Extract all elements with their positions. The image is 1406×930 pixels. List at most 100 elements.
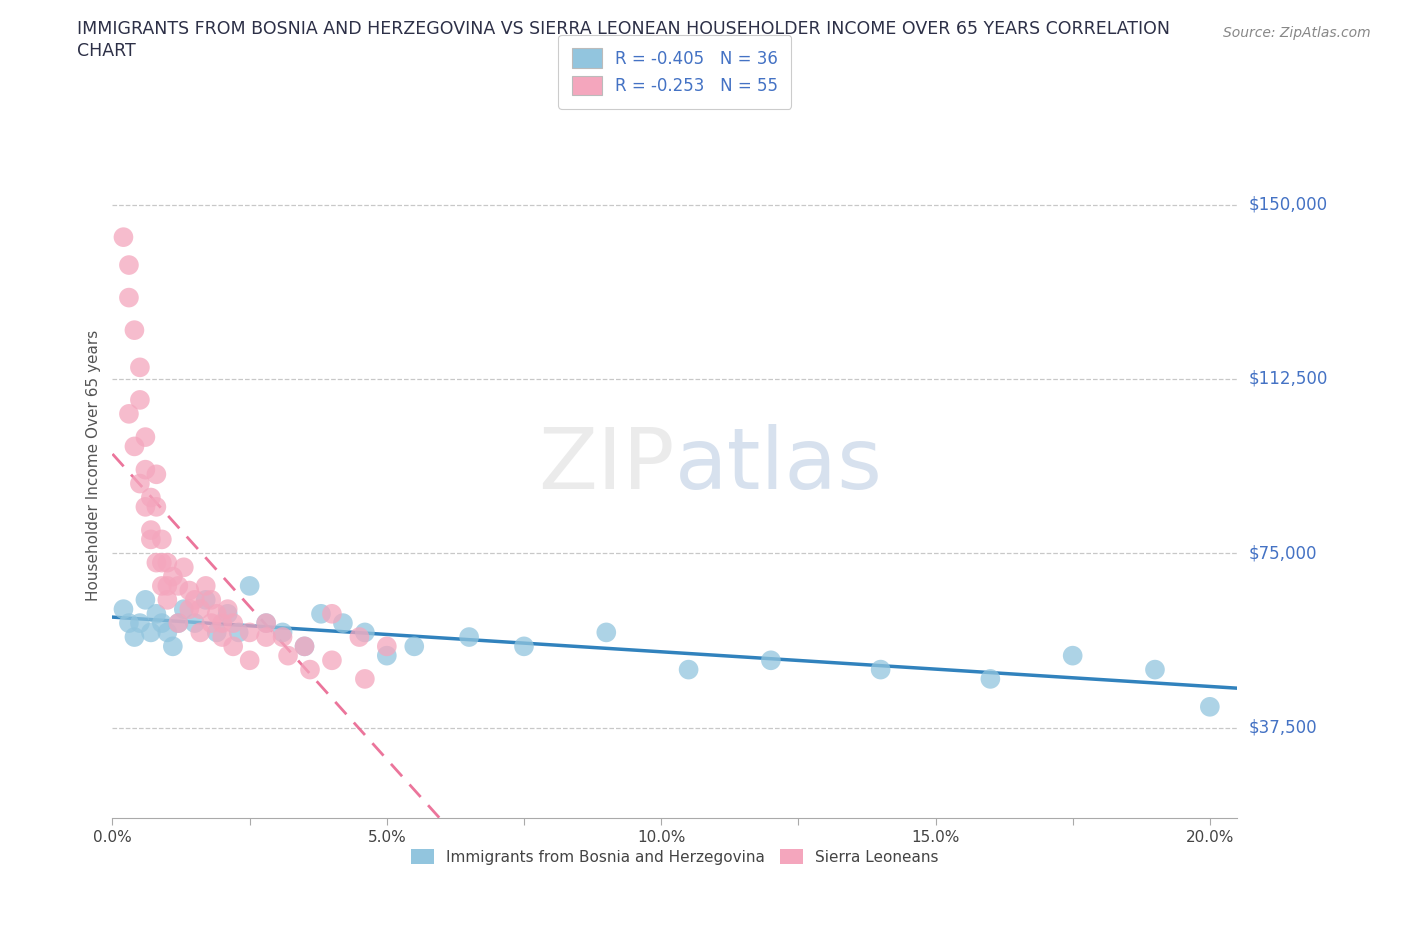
Point: [118, 406, 141, 421]
Point: [156, 555, 179, 570]
Point: [129, 616, 152, 631]
Point: [254, 616, 277, 631]
Point: [139, 490, 162, 505]
Point: [139, 523, 162, 538]
Point: [217, 606, 239, 621]
Point: [162, 569, 184, 584]
Y-axis label: Householder Income Over 65 years: Householder Income Over 65 years: [86, 329, 101, 601]
Point: [188, 602, 211, 617]
Point: [124, 323, 146, 338]
Point: [173, 560, 195, 575]
Point: [375, 648, 398, 663]
Point: [254, 616, 277, 631]
Point: [277, 648, 299, 663]
Point: [139, 625, 162, 640]
Point: [129, 476, 152, 491]
Point: [375, 639, 398, 654]
Point: [162, 639, 184, 654]
Point: [404, 639, 426, 654]
Point: [239, 578, 262, 593]
Point: [179, 602, 201, 617]
Point: [167, 616, 190, 631]
Point: [200, 592, 222, 607]
Point: [222, 639, 245, 654]
Point: [179, 583, 201, 598]
Point: [211, 616, 233, 631]
Point: [254, 630, 277, 644]
Point: [156, 578, 179, 593]
Text: ZIP: ZIP: [538, 423, 675, 507]
Point: [184, 592, 207, 607]
Point: [321, 606, 343, 621]
Point: [139, 532, 162, 547]
Text: $75,000: $75,000: [1249, 544, 1317, 563]
Point: [354, 625, 377, 640]
Point: [167, 616, 190, 631]
Point: [112, 230, 135, 245]
Text: atlas: atlas: [675, 423, 883, 507]
Point: [678, 662, 700, 677]
Point: [112, 602, 135, 617]
Point: [200, 616, 222, 631]
Point: [134, 430, 156, 445]
Point: [173, 602, 195, 617]
Point: [869, 662, 891, 677]
Point: [150, 616, 173, 631]
Point: [145, 555, 167, 570]
Point: [156, 625, 179, 640]
Point: [145, 606, 167, 621]
Point: [129, 392, 152, 407]
Point: [118, 616, 141, 631]
Point: [595, 625, 617, 640]
Point: [150, 555, 173, 570]
Point: [239, 625, 262, 640]
Point: [1198, 699, 1220, 714]
Point: [349, 630, 371, 644]
Point: [513, 639, 536, 654]
Point: [458, 630, 481, 644]
Point: [118, 290, 141, 305]
Point: [167, 578, 190, 593]
Point: [129, 360, 152, 375]
Point: [145, 467, 167, 482]
Point: [271, 630, 294, 644]
Point: [979, 671, 1001, 686]
Text: $37,500: $37,500: [1249, 719, 1317, 737]
Point: [194, 578, 217, 593]
Text: IMMIGRANTS FROM BOSNIA AND HERZEGOVINA VS SIERRA LEONEAN HOUSEHOLDER INCOME OVER: IMMIGRANTS FROM BOSNIA AND HERZEGOVINA V…: [77, 20, 1170, 38]
Text: CHART: CHART: [77, 42, 136, 60]
Point: [205, 625, 228, 640]
Point: [228, 625, 250, 640]
Text: $112,500: $112,500: [1249, 370, 1327, 388]
Point: [150, 532, 173, 547]
Point: [332, 616, 354, 631]
Point: [321, 653, 343, 668]
Text: Source: ZipAtlas.com: Source: ZipAtlas.com: [1223, 26, 1371, 40]
Point: [145, 499, 167, 514]
Point: [759, 653, 782, 668]
Text: $150,000: $150,000: [1249, 195, 1327, 214]
Point: [309, 606, 332, 621]
Point: [354, 671, 377, 686]
Point: [184, 616, 207, 631]
Point: [118, 258, 141, 272]
Point: [294, 639, 316, 654]
Point: [222, 616, 245, 631]
Point: [134, 462, 156, 477]
Point: [124, 439, 146, 454]
Point: [239, 653, 262, 668]
Point: [156, 592, 179, 607]
Point: [134, 499, 156, 514]
Point: [194, 592, 217, 607]
Point: [217, 602, 239, 617]
Point: [188, 625, 211, 640]
Point: [271, 625, 294, 640]
Point: [298, 662, 321, 677]
Point: [124, 630, 146, 644]
Point: [205, 606, 228, 621]
Legend: Immigrants from Bosnia and Herzegovina, Sierra Leoneans: Immigrants from Bosnia and Herzegovina, …: [405, 843, 945, 870]
Point: [294, 639, 316, 654]
Point: [211, 630, 233, 644]
Point: [134, 592, 156, 607]
Point: [1062, 648, 1084, 663]
